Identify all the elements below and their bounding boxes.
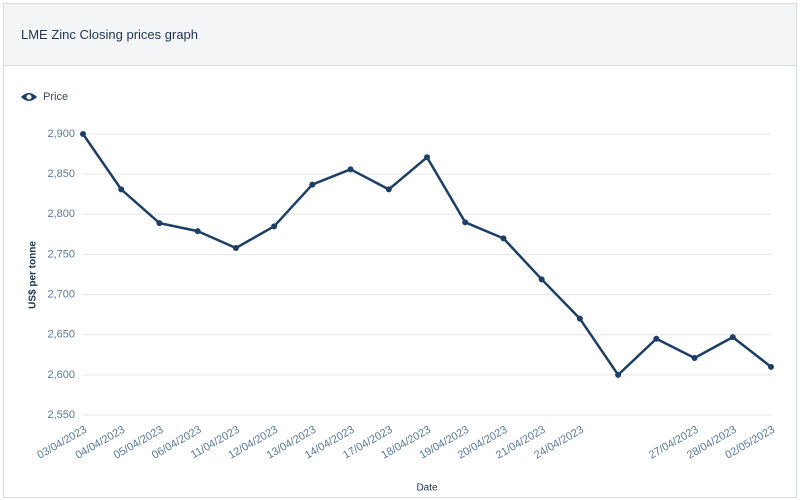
data-point <box>729 334 736 341</box>
data-point <box>309 181 316 188</box>
y-axis-title: US$ per tonne <box>28 241 39 309</box>
y-tick-label: 2,600 <box>47 369 75 381</box>
y-tick-label: 2,850 <box>47 168 75 180</box>
data-point <box>232 245 239 252</box>
y-tick-label: 2,750 <box>47 248 75 260</box>
x-axis-title: Date <box>416 483 438 494</box>
data-point <box>768 363 774 370</box>
data-point <box>424 154 430 161</box>
chart-title: LME Zinc Closing prices graph <box>4 4 796 66</box>
data-point <box>462 219 469 226</box>
data-point <box>118 186 125 193</box>
data-point <box>500 235 507 242</box>
data-point <box>615 371 622 378</box>
data-point <box>576 315 583 322</box>
y-tick-label: 2,700 <box>47 288 75 300</box>
data-point <box>691 354 698 361</box>
data-point <box>347 166 354 173</box>
data-point <box>80 131 86 137</box>
data-point <box>538 276 545 283</box>
legend-icon-pupil <box>26 94 32 100</box>
legend-label[interactable]: Price <box>43 91 68 103</box>
y-tick-label: 2,800 <box>47 208 75 220</box>
data-point <box>653 335 660 342</box>
legend[interactable]: Price <box>21 91 68 103</box>
data-point <box>385 186 392 193</box>
y-tick-label: 2,900 <box>47 128 75 140</box>
y-tick-label: 2,650 <box>47 329 75 341</box>
y-tick-label: 2,550 <box>47 409 75 421</box>
data-point <box>271 223 278 230</box>
data-point <box>194 228 201 235</box>
data-point <box>156 220 163 227</box>
